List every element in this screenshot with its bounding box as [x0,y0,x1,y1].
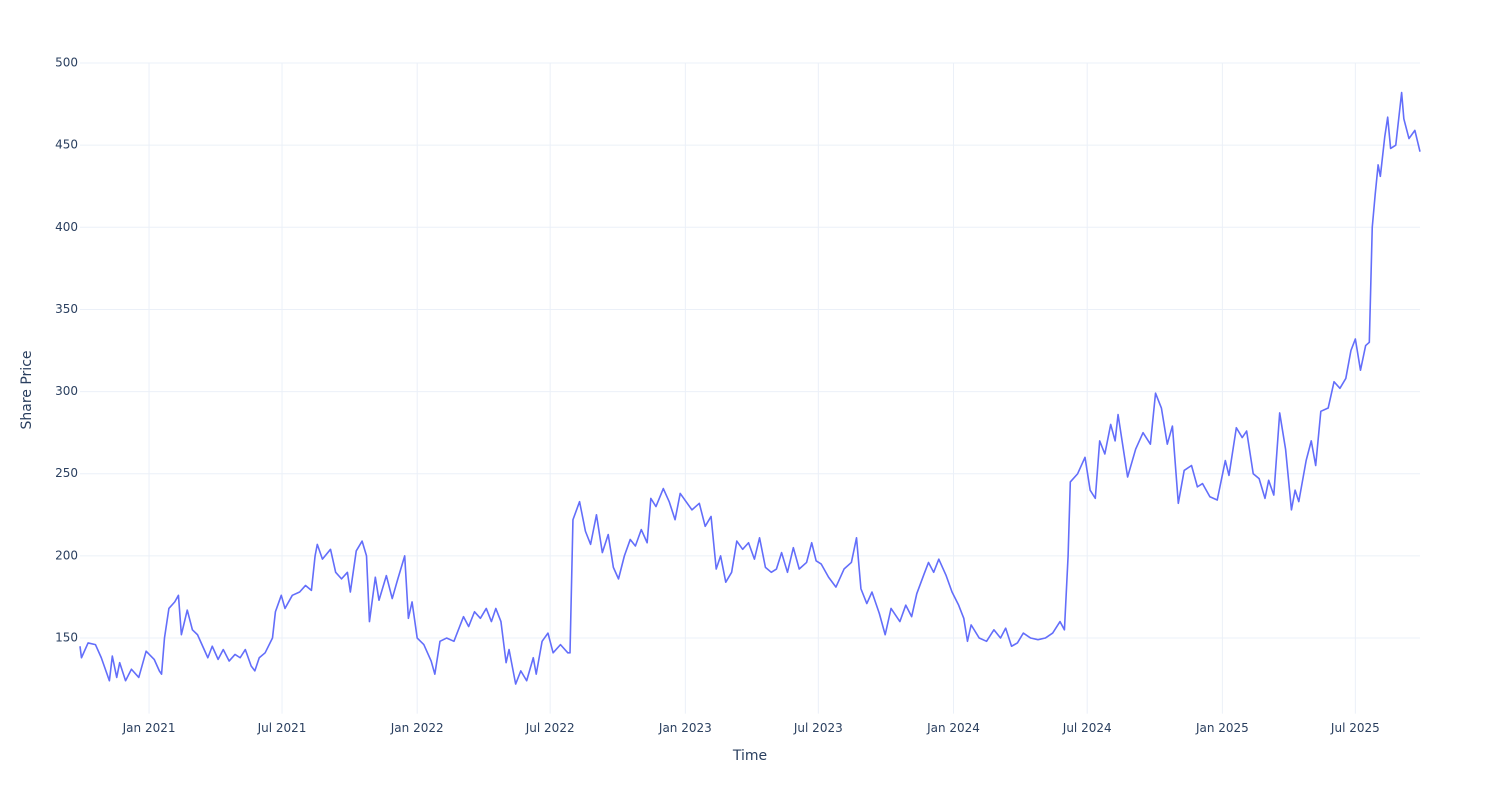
x-tick-label: Jan 2021 [122,721,176,735]
x-tick-label: Jan 2024 [926,721,980,735]
y-tick-label: 500 [55,56,78,70]
price-line [79,91,1421,685]
x-axis-title: Time [732,748,767,764]
x-tick-label: Jan 2025 [1195,721,1249,735]
y-axis-title: Share Price [19,350,35,429]
y-tick-label: 300 [55,384,78,398]
y-tick-label: 150 [55,631,78,645]
y-tick-label: 450 [55,138,78,152]
x-tick-label: Jul 2023 [793,721,843,735]
x-tick-label: Jan 2022 [390,721,444,735]
x-tick-label: Jul 2025 [1330,721,1380,735]
x-tick-label: Jan 2023 [658,721,712,735]
y-tick-label: 200 [55,548,78,562]
x-tick-label: Jul 2022 [525,721,575,735]
y-tick-label: 350 [55,302,78,316]
y-tick-label: 400 [55,220,78,234]
y-tick-label: 250 [55,466,78,480]
x-tick-label: Jul 2021 [257,721,307,735]
x-tick-label: Jul 2024 [1062,721,1112,735]
